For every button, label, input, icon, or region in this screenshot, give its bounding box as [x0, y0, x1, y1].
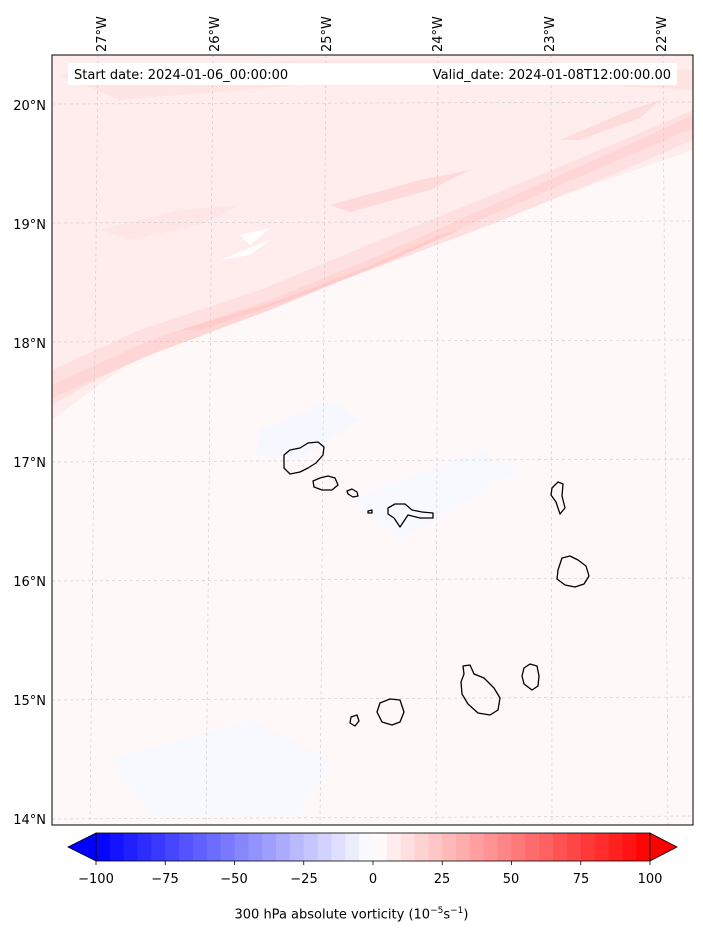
cb-tick-label-6: 25	[434, 872, 451, 887]
colorbar-ticks	[95, 861, 651, 865]
colorbar-label-exp1: −5	[430, 906, 444, 916]
graticule	[52, 55, 693, 825]
colorbar-label-exp2: −1	[450, 906, 464, 916]
colorbar-segment	[206, 833, 222, 861]
start-date-text: Start date: 2024-01-06_00:00:00	[74, 68, 288, 83]
colorbar-label-mid: s	[443, 907, 451, 923]
colorbar-segment	[317, 833, 333, 861]
colorbar-segment	[442, 833, 457, 861]
cb-tick-label-8: 75	[573, 872, 590, 887]
lat-label-15n: 15°N	[13, 694, 46, 709]
colorbar-segment	[373, 833, 388, 861]
lat-label-14n: 14°N	[13, 813, 46, 828]
colorbar-max-extend	[649, 832, 678, 862]
lat-label-20n: 20°N	[13, 99, 46, 114]
lat-label-16n: 16°N	[13, 575, 46, 590]
colorbar-label-prefix: 300 hPa absolute vorticity (10	[234, 907, 431, 923]
colorbar-segment	[566, 833, 582, 861]
cb-tick-label-4: −25	[290, 872, 317, 887]
colorbar-segment	[594, 833, 610, 861]
lon-label-26w: 26°W	[208, 16, 223, 52]
lon-label-23w: 23°W	[543, 16, 558, 52]
colorbar-segment	[359, 833, 374, 861]
colorbar-segment	[123, 833, 139, 861]
colorbar-segment	[192, 833, 208, 861]
colorbar-segment	[539, 833, 554, 861]
island-santo-antao	[283, 441, 325, 475]
colorbar-segment	[109, 833, 125, 861]
cb-tick-label-1: −100	[78, 872, 114, 887]
lon-label-27w: 27°W	[95, 16, 110, 52]
colorbar-segments	[96, 833, 651, 861]
vorticity-field	[52, 55, 693, 825]
colorbar-segment	[137, 833, 152, 861]
valid-date-text: Valid_date: 2024-01-08T12:00:00.00	[433, 68, 671, 83]
colorbar-segment	[428, 833, 443, 861]
colorbar-segment	[179, 833, 194, 861]
island-boa-vista	[556, 555, 590, 588]
colorbar-segment	[580, 833, 596, 861]
island-sao-nicolau	[387, 503, 434, 528]
colorbar-segment	[525, 833, 540, 861]
island-maio	[521, 663, 540, 691]
map-frame	[51, 54, 694, 826]
colorbar-label-suffix: )	[463, 907, 469, 923]
cb-tick-label-2: −75	[151, 872, 178, 887]
colorbar-segment	[622, 833, 637, 861]
colorbar-segment	[165, 833, 180, 861]
colorbar-segment	[456, 833, 471, 861]
colorbar-segment	[262, 833, 277, 861]
colorbar-segment	[289, 833, 305, 861]
colorbar: −100 −75 −50 −25 0 25 50 75 100	[67, 832, 678, 887]
info-box	[68, 63, 677, 85]
colorbar-segment	[151, 833, 166, 861]
island-fogo	[376, 698, 405, 726]
colorbar-segment	[511, 833, 526, 861]
cb-tick-label-5: 0	[369, 872, 377, 887]
cb-tick-label-7: 50	[503, 872, 520, 887]
colorbar-segment	[483, 833, 499, 861]
colorbar-segment	[234, 833, 249, 861]
island-sao-vicente	[312, 475, 339, 491]
island-sal	[550, 481, 566, 515]
lon-label-25w: 25°W	[320, 16, 335, 52]
lat-label-17n: 17°N	[13, 456, 46, 471]
colorbar-segment	[414, 833, 429, 861]
lat-label-18n: 18°N	[13, 337, 46, 352]
colorbar-segment	[636, 833, 651, 861]
colorbar-segment	[497, 833, 513, 861]
colorbar-segment	[553, 833, 568, 861]
island-coastlines	[283, 441, 590, 727]
colorbar-segment	[469, 833, 485, 861]
colorbar-segment	[276, 833, 291, 861]
cb-tick-label-9: 100	[638, 872, 663, 887]
colorbar-segment	[400, 833, 416, 861]
colorbar-label: 300 hPa absolute vorticity (10−5s−1)	[0, 906, 703, 922]
colorbar-segment	[220, 833, 236, 861]
lon-label-22w: 22°W	[655, 16, 670, 52]
island-santiago	[460, 664, 501, 716]
island-brava	[349, 714, 360, 727]
colorbar-segment	[248, 833, 263, 861]
island-santa-luzia	[346, 488, 359, 498]
colorbar-segment	[608, 833, 623, 861]
colorbar-segment	[303, 833, 319, 861]
colorbar-segment	[331, 833, 346, 861]
lat-label-19n: 19°N	[13, 218, 46, 233]
lon-labels: 27°W 26°W 25°W 24°W 23°W 22°W	[95, 16, 670, 52]
colorbar-segment	[96, 833, 111, 861]
lon-label-24w: 24°W	[431, 16, 446, 52]
colorbar-segment	[345, 833, 360, 861]
lat-labels: 20°N 19°N 18°N 17°N 16°N 15°N 14°N	[13, 99, 46, 828]
cb-tick-label-3: −50	[220, 872, 247, 887]
colorbar-segment	[386, 833, 402, 861]
colorbar-min-extend	[67, 832, 97, 862]
island-ilheu-raso	[367, 509, 373, 514]
